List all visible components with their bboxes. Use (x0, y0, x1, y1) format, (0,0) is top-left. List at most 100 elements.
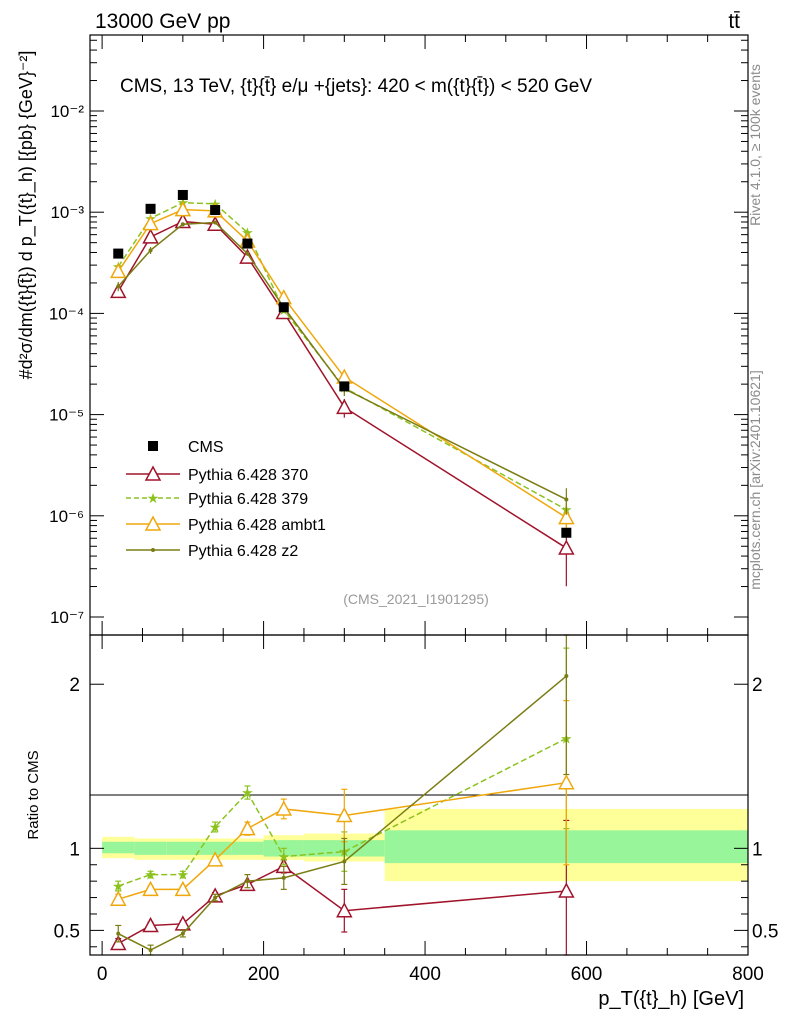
ratio-series-line-z2 (117, 675, 567, 951)
cms-data-point (242, 238, 253, 249)
legend-marker-370 (144, 465, 162, 481)
legend-label-ambt1: Pythia 6.428 ambt1 (188, 517, 326, 534)
legend-marker-ambt1 (144, 515, 162, 531)
ratio-series-379-marker: ★ (209, 819, 222, 835)
ratio-y-tick-label-right: 2 (752, 675, 763, 696)
ratio-y-tick-label: 0.5 (54, 921, 80, 942)
ratio-y-axis-label: Ratio to CMS (25, 750, 42, 839)
y-tick-label: 10⁻² (50, 102, 84, 121)
legend-marker-z2 (151, 548, 155, 552)
ratio-uncertainty-bands (102, 808, 748, 882)
ratio-series-ambt1-marker (142, 880, 159, 897)
legend-label-379: Pythia 6.428 379 (188, 491, 308, 508)
ratio-y-tick-label-right: 1 (752, 839, 763, 860)
x-tick-label: 400 (409, 964, 441, 985)
x-tick-label: 600 (571, 964, 603, 985)
main-series-z2-marker (148, 248, 153, 253)
y-tick-label: 10⁻⁶ (49, 507, 84, 526)
plot-title: CMS, 13 TeV, {t}{t̄} e/μ +{jets}: 420 < … (120, 76, 592, 97)
ratio-plot-ticks: 0.5 0.5 1 1 2 2 0 200 400 600 800 (54, 635, 778, 985)
main-series-ambt1-marker (142, 215, 159, 231)
main-series-z2-marker (564, 497, 569, 502)
ratio-series-379-marker: ★ (277, 849, 290, 865)
ratio-inner-band (102, 841, 135, 854)
ratio-series-ambt1-marker (558, 774, 575, 790)
main-series-z2-marker (213, 220, 218, 225)
ratio-series-line-379 (118, 737, 567, 887)
ratio-series-370-marker (336, 902, 353, 918)
legend-label-370: Pythia 6.428 370 (188, 467, 308, 484)
legend-label-cms: CMS (188, 439, 224, 456)
ratio-series-370-marker (558, 882, 575, 898)
ratio-series-z2-marker (281, 875, 286, 880)
header-energy-label: 13000 GeV pp (95, 10, 230, 33)
ratio-inner-band (166, 841, 199, 855)
ratio-series-ambt1-marker (336, 806, 353, 823)
x-tick-label: 0 (97, 964, 108, 985)
main-series-line-z2 (117, 221, 567, 501)
cms-data-point (177, 189, 188, 200)
ratio-series-z2-marker (213, 895, 218, 900)
ratio-series-z2-marker (564, 674, 569, 679)
header-process-label: tt̄ (728, 10, 740, 33)
y-tick-label: 10⁻⁷ (50, 608, 84, 627)
ratio-y-tick-label-right: 0.5 (752, 921, 778, 942)
main-series-ambt1-marker (110, 262, 127, 279)
ratio-series-ambt1-marker (110, 890, 127, 906)
ratio-series-ambt1-marker (239, 820, 256, 836)
cms-data-point (278, 302, 289, 313)
main-series-z2-marker (245, 251, 250, 256)
main-series-ambt1-marker (275, 289, 293, 305)
legend-marker-379: ★ (147, 490, 160, 506)
ratio-series-379-marker: ★ (144, 867, 157, 883)
x-tick-label: 800 (732, 964, 764, 985)
ratio-series-370-marker (142, 916, 159, 933)
main-series-line-379 (117, 201, 567, 511)
main-series-ambt1-marker (558, 509, 575, 525)
ratio-plot-frame (89, 634, 749, 956)
ratio-series-ambt1-marker (206, 851, 224, 867)
main-series-z2-marker (116, 284, 121, 289)
mcplots-label: mcplots.cern.ch [arXiv:2401.10621] (747, 370, 763, 589)
x-tick-label: 200 (248, 964, 280, 985)
cms-data-point (145, 203, 156, 214)
main-series-370-marker (336, 398, 353, 415)
legend-marker-cms (148, 441, 158, 451)
cms-data-point (339, 381, 350, 392)
cms-data-point (561, 527, 572, 538)
cms-data-point (210, 205, 221, 216)
ratio-series-z2-marker (148, 948, 153, 953)
ratio-series-ambt1-marker (174, 880, 192, 897)
x-axis-label: p_T({t}_h) [GeV] (598, 988, 744, 1010)
main-series-line-ambt1 (117, 208, 567, 519)
cms-data-point (113, 248, 124, 259)
legend-label-z2: Pythia 6.428 z2 (188, 543, 298, 560)
main-series-ambt1-marker (174, 201, 192, 217)
analysis-watermark: (CMS_2021_I1901295) (343, 591, 489, 607)
y-tick-label: 10⁻³ (50, 203, 84, 222)
main-plot-series: ★★★★★★★★ (110, 189, 575, 587)
main-plot-ticks: 10⁻⁷ 10⁻⁶ 10⁻⁵ 10⁻⁴ 10⁻³ 10⁻² (49, 35, 749, 635)
ratio-y-tick-label: 1 (69, 839, 80, 860)
ratio-series-379-marker: ★ (112, 878, 125, 894)
ratio-inner-band (134, 841, 167, 855)
ratio-series-z2-marker (116, 931, 121, 936)
legend: CMS Pythia 6.428 370 ★ Pythia 6.428 379 … (126, 439, 326, 560)
main-series-line-370 (117, 220, 567, 549)
y-tick-label: 10⁻⁵ (49, 406, 84, 425)
ratio-series-line-ambt1 (118, 781, 567, 900)
ratio-series-370-marker (110, 934, 127, 951)
rivet-label: Rivet 4.1.0, ≥ 100k events (747, 64, 763, 226)
ratio-y-tick-label: 2 (69, 675, 80, 696)
main-series-z2-marker (180, 222, 185, 227)
ratio-series-z2-marker (342, 859, 347, 864)
ratio-series-379-marker: ★ (177, 867, 190, 883)
ratio-series-z2-marker (245, 879, 250, 884)
ratio-series-z2-marker (180, 931, 185, 936)
main-series-370-marker (142, 228, 159, 244)
y-tick-label: 10⁻⁴ (49, 304, 84, 323)
ratio-series-379-marker: ★ (241, 785, 254, 801)
ratio-series-ambt1-marker (275, 800, 293, 816)
ratio-inner-band (231, 841, 264, 855)
